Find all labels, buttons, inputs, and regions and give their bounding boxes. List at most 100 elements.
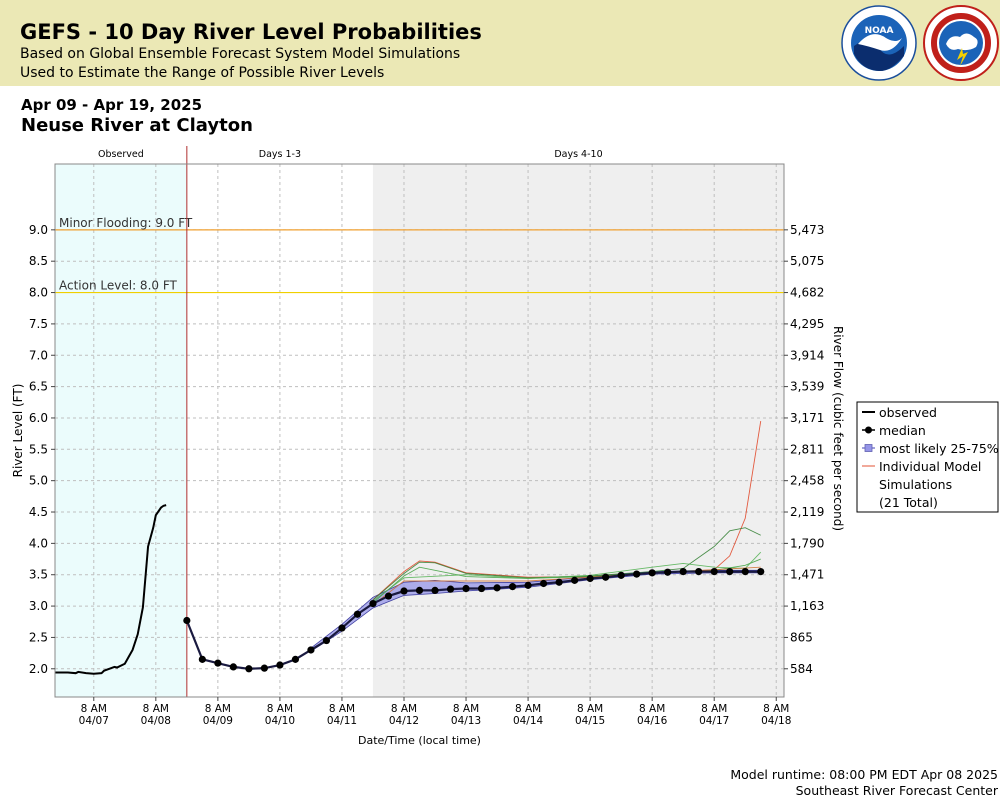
median-point <box>477 584 486 593</box>
median-point <box>183 616 191 625</box>
median-point <box>679 567 687 576</box>
legend-label: most likely 25-75% <box>879 441 999 456</box>
threshold-lines: Minor Flooding: 9.0 FT Action Level: 8.0 … <box>55 146 784 697</box>
median-point <box>710 567 718 576</box>
x-tick-label: 04/08 <box>141 715 171 727</box>
x-tick-label: 8 AM <box>267 703 293 715</box>
x-tick-label: 8 AM <box>577 703 603 715</box>
period-label: Observed <box>98 149 144 160</box>
median-point <box>741 567 749 576</box>
y2-tick-label: 865 <box>790 630 813 644</box>
x-tick-label: 04/07 <box>79 715 109 727</box>
y2-tick-label: 4,682 <box>790 286 824 300</box>
legend-label: observed <box>879 405 937 420</box>
x-tick-label: 04/18 <box>761 715 791 727</box>
y2-axis-title: River Flow (cubic feet per second) <box>831 326 845 531</box>
y-tick-label: 2.5 <box>29 630 48 644</box>
y-tick-label: 5.5 <box>29 442 48 456</box>
data-series <box>55 421 765 675</box>
y-tick-label: 6.5 <box>29 380 48 394</box>
simulation-line <box>372 551 762 602</box>
x-tick-label: 04/12 <box>389 715 419 727</box>
y-tick-label: 2.0 <box>29 662 48 676</box>
y2-tick-label: 1,163 <box>790 599 824 613</box>
median-point <box>586 574 594 583</box>
legend-swatch-median-dot <box>865 426 872 434</box>
legend: observed median most likely 25-75% Individu… <box>856 401 999 513</box>
forecast-center: Southeast River Forecast Center <box>795 783 998 798</box>
x-tick-label: 04/09 <box>203 715 233 727</box>
x-tick-label: 04/14 <box>513 715 544 727</box>
median-point <box>276 661 284 669</box>
nws-logo-icon <box>923 5 999 81</box>
x-tick-label: 04/10 <box>265 715 295 727</box>
median-point <box>384 592 393 600</box>
median-point <box>555 578 563 586</box>
legend-label: (21 Total) <box>879 495 938 510</box>
x-tick-label: 8 AM <box>639 703 665 715</box>
subtitle-2: Used to Estimate the Range of Possible R… <box>20 65 385 81</box>
y-axis-title: River Level (FT) <box>11 384 25 478</box>
threshold-label: Action Level: 8.0 FT <box>59 279 178 293</box>
y-tick-label: 9.0 <box>29 223 48 237</box>
y-tick-label: 7.0 <box>29 348 48 362</box>
x-tick-label: 04/15 <box>575 715 605 727</box>
period-backgrounds: Observed Days 1-3 Days 4-10 <box>55 146 784 697</box>
x-tick-label: 8 AM <box>763 703 789 715</box>
svg-text:NOAA: NOAA <box>865 26 894 36</box>
y-tick-label: 3.0 <box>29 599 48 613</box>
noaa-logo-icon: NOAA <box>841 5 917 81</box>
x-tick-label: 8 AM <box>81 703 107 715</box>
median-point <box>633 570 641 578</box>
median-point <box>617 571 625 579</box>
y-tick-label: 6.0 <box>29 411 48 425</box>
median-point <box>307 646 315 654</box>
median-point <box>726 567 734 576</box>
median-point <box>571 576 579 584</box>
plot-frame <box>54 163 785 698</box>
model-runtime: Model runtime: 08:00 PM EDT Apr 08 2025 <box>730 767 998 782</box>
y2-tick-label: 3,914 <box>790 348 824 362</box>
y2-tick-label: 3,539 <box>790 380 824 394</box>
y-tick-label: 5.0 <box>29 474 48 488</box>
y2-tick-label: 3,171 <box>790 411 824 425</box>
median-point <box>602 573 610 581</box>
y2-tick-label: 5,075 <box>790 254 824 268</box>
period-label: Days 1-3 <box>259 149 301 160</box>
y2-tick-label: 584 <box>790 662 813 676</box>
x-axis-title: Date/Time (local time) <box>358 734 481 747</box>
legend-box <box>856 401 999 513</box>
x-tick-label: 8 AM <box>701 703 727 715</box>
x-tick-label: 8 AM <box>453 703 479 715</box>
y-tick-label: 4.5 <box>29 505 48 519</box>
median-point <box>245 665 253 673</box>
median-point <box>539 579 548 588</box>
y2-tick-label: 1,471 <box>790 568 824 582</box>
x-tick-label: 8 AM <box>391 703 417 715</box>
median-point <box>291 655 300 663</box>
median-point <box>322 636 331 645</box>
median-point <box>415 586 424 595</box>
median-point <box>695 567 703 576</box>
median-point <box>446 585 455 593</box>
x-tick-label: 04/11 <box>327 715 357 727</box>
x-tick-label: 8 AM <box>329 703 355 715</box>
page-title: GEFS - 10 Day River Level Probabilities <box>20 20 482 44</box>
period-label: Days 4-10 <box>554 149 602 160</box>
y-tick-label: 3.5 <box>29 568 48 582</box>
period-shade <box>372 164 784 697</box>
median-point <box>524 581 532 589</box>
median-point <box>214 659 222 667</box>
median-point <box>664 568 672 576</box>
period-header-band <box>55 146 784 164</box>
median-point <box>260 664 268 672</box>
x-tick-label: 04/16 <box>637 715 668 727</box>
y-tick-label: 8.0 <box>29 286 48 300</box>
axes: 2.0 2.5 3.0 3.5 4.0 4.5 5.0 5.5 6.0 6.5 7.0 7.5 8.0 8… <box>11 163 845 747</box>
median-point <box>462 584 470 593</box>
y2-tick-label: 2,811 <box>790 442 824 456</box>
median-point <box>648 569 656 577</box>
x-tick-label: 04/13 <box>451 715 481 727</box>
x-tick-label: 8 AM <box>143 703 169 715</box>
